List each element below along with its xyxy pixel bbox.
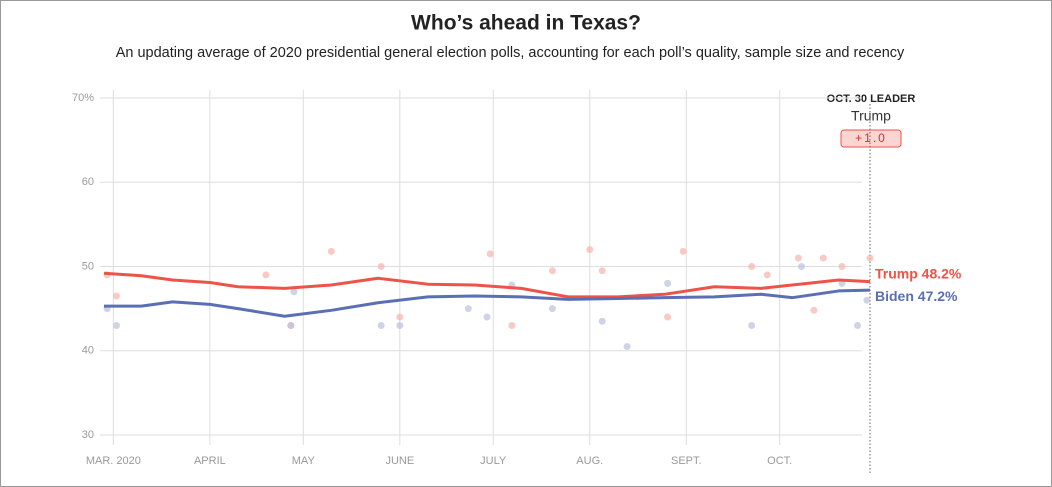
- poll-dot: [598, 267, 606, 275]
- poll-dot: [262, 271, 270, 279]
- chart-title: Who’s ahead in Texas?: [411, 12, 641, 35]
- poll-dot: [548, 305, 556, 313]
- end-label: Biden 47.2%: [875, 288, 958, 304]
- poll-dot: [797, 263, 805, 270]
- series-line: [103, 271, 871, 299]
- x-tick-label: MAY: [292, 455, 316, 467]
- poll-dot: [748, 321, 756, 329]
- leader-badge: [840, 129, 902, 148]
- x-tick-label: APRIL: [194, 455, 226, 467]
- poll-dot: [287, 321, 295, 329]
- y-tick-label: 30: [82, 429, 94, 441]
- poll-dot: [664, 313, 672, 321]
- x-tick-label: MAR. 2020: [86, 455, 141, 467]
- x-tick-label: JUNE: [385, 455, 414, 467]
- poll-dot: [598, 317, 606, 325]
- series-name: Biden: [875, 288, 914, 304]
- poll-dot: [794, 254, 802, 262]
- x-tick-label: AUG.: [576, 455, 603, 467]
- leader-margin: +1.0: [855, 131, 887, 145]
- y-tick-label: 60: [82, 176, 94, 188]
- poll-dot: [623, 343, 631, 351]
- poll-dot: [464, 305, 472, 313]
- poll-dot: [748, 263, 756, 270]
- poll-dot: [377, 321, 385, 329]
- poll-dot: [377, 263, 385, 270]
- poll-dot: [508, 321, 516, 329]
- poll-dot: [679, 247, 687, 255]
- poll-dot: [327, 247, 335, 255]
- poll-dot: [810, 306, 818, 314]
- poll-dot: [664, 279, 672, 287]
- poll-dot: [863, 296, 871, 304]
- poll-dot: [396, 313, 404, 321]
- poll-dot: [112, 321, 120, 329]
- end-label: Trump 48.2%: [875, 265, 962, 281]
- poll-dot: [290, 288, 298, 296]
- x-tick-label: JULY: [480, 455, 507, 467]
- poll-dot: [586, 246, 594, 254]
- x-tick-label: OCT.: [767, 455, 792, 467]
- poll-dot: [819, 254, 827, 262]
- series-last-value: 47.2%: [918, 288, 958, 304]
- poll-dot: [866, 254, 874, 262]
- poll-dot: [486, 250, 494, 258]
- poll-dot: [854, 321, 862, 329]
- x-tick-label: SEPT.: [671, 455, 702, 467]
- leader-heading: OCT. 30 LEADER: [827, 93, 916, 105]
- poll-dot: [112, 292, 120, 300]
- y-tick-label: 70%: [72, 92, 94, 104]
- poll-dot: [483, 313, 491, 321]
- y-tick-label: 50: [82, 260, 94, 272]
- series-name: Trump: [875, 265, 918, 281]
- poll-dot: [838, 263, 846, 270]
- poll-dot: [396, 321, 404, 329]
- series-line: [104, 288, 871, 318]
- chart-subtitle: An updating average of 2020 presidential…: [116, 45, 905, 61]
- series-last-value: 48.2%: [922, 265, 962, 281]
- poll-dot: [548, 267, 556, 275]
- leader-name: Trump: [851, 108, 891, 124]
- poll-dot: [763, 271, 771, 279]
- y-tick-label: 40: [82, 345, 94, 357]
